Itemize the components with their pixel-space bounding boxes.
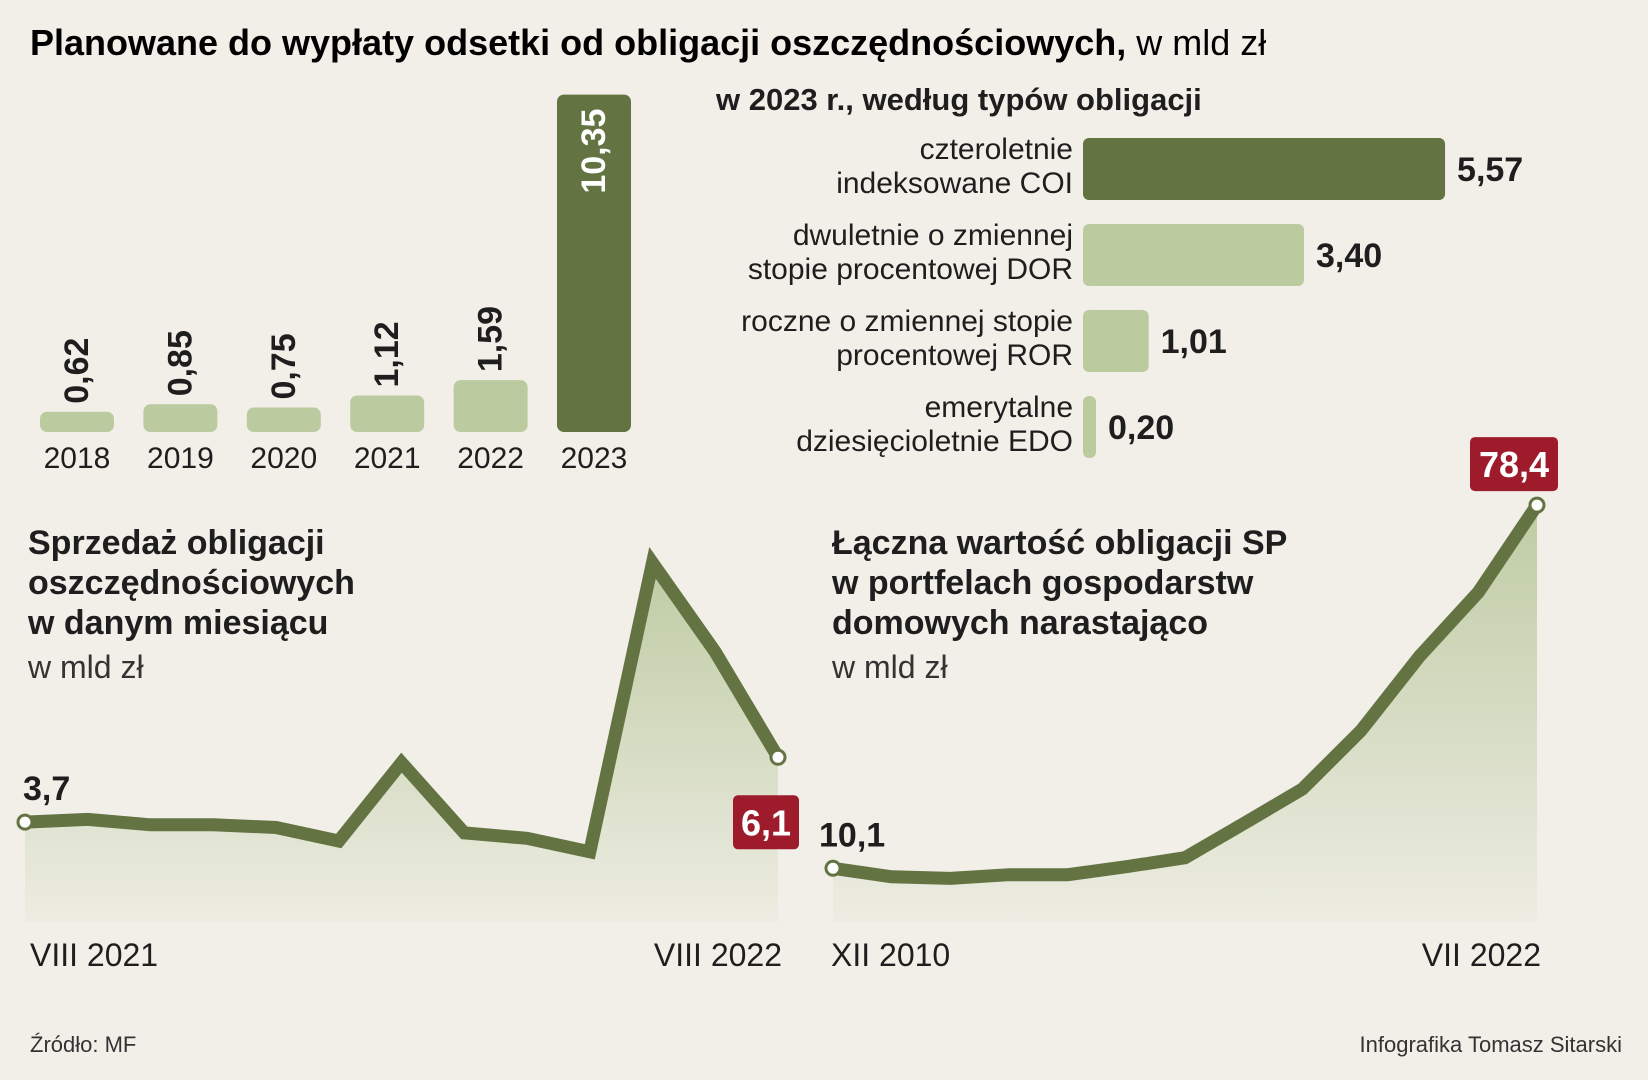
- x-start-label: VIII 2021: [30, 937, 158, 973]
- type-bar-3: [1083, 396, 1096, 458]
- line-endpoint: [1528, 496, 1546, 514]
- bar-2021: [350, 395, 425, 432]
- first-value-label: 10,1: [819, 816, 885, 854]
- value-label: 1,12: [368, 321, 406, 387]
- last-value-label: 78,4: [1479, 444, 1549, 485]
- type-category-label: czteroletnie: [920, 133, 1073, 166]
- type-value-label: 0,20: [1108, 409, 1174, 447]
- area-line: [18, 547, 785, 860]
- bar-2023: [557, 94, 631, 432]
- area-line: [826, 498, 1544, 885]
- type-category-label: dziesięcioletnie EDO: [796, 425, 1073, 458]
- x-end-label: VIII 2022: [654, 937, 782, 973]
- type-category-label: dwuletnie o zmiennej: [793, 219, 1073, 252]
- value-label-inside: 10,35: [575, 109, 613, 194]
- x-end-label: VII 2022: [1422, 937, 1541, 973]
- year-label: 2020: [250, 442, 317, 475]
- area-title-line: domowych narastająco: [832, 604, 1208, 642]
- area-fill: [833, 505, 1537, 922]
- bar-2018: [40, 411, 114, 432]
- area-title-line: w danym miesiącu: [27, 604, 328, 642]
- value-label: 0,62: [58, 338, 96, 404]
- main-title: Planowane do wypłaty odsetki od obligacj…: [30, 22, 1266, 63]
- bar-2020: [246, 407, 321, 432]
- year-label: 2023: [561, 442, 628, 475]
- line-endpoint: [769, 748, 787, 766]
- last-value-label: 6,1: [741, 802, 791, 843]
- year-label: 2018: [44, 442, 111, 475]
- source-note: Źródło: MF: [30, 1032, 136, 1057]
- type-value-label: 3,40: [1316, 237, 1382, 275]
- type-value-label: 5,57: [1457, 151, 1523, 189]
- type-bar-1: [1083, 224, 1304, 286]
- year-label: 2022: [457, 442, 524, 475]
- area-title-line: w portfelach gospodarstw: [831, 564, 1254, 602]
- type-category-label: indeksowane COI: [836, 167, 1073, 200]
- year-label: 2019: [147, 442, 214, 475]
- credit-note: Infografika Tomasz Sitarski: [1360, 1032, 1622, 1057]
- x-start-label: XII 2010: [831, 937, 950, 973]
- value-label: 0,75: [265, 333, 303, 399]
- bar-2022: [453, 380, 528, 432]
- bar-2019: [143, 404, 218, 432]
- last-value-badge: [733, 795, 799, 850]
- area-fill: [25, 562, 778, 922]
- area-unit: w mld zł: [27, 649, 144, 685]
- value-label: 0,85: [161, 330, 199, 396]
- first-value-label: 3,7: [23, 770, 70, 808]
- line-endpoint: [824, 859, 842, 877]
- area-unit: w mld zł: [831, 649, 948, 685]
- area-title-line: Łączna wartość obligacji SP: [832, 524, 1287, 562]
- main-title-bold: Planowane do wypłaty odsetki od obligacj…: [30, 22, 1126, 63]
- type-category-label: emerytalne: [925, 391, 1073, 424]
- area-title-line: oszczędnościowych: [28, 564, 355, 602]
- bars-by-type-chart: w 2023 r., według typów obligacji 5,57 czt…: [715, 82, 1523, 458]
- bars-by-year-chart: 2018 0,62 2019 0,85 2020 0,75 2021 1,12 2022 1,59…: [40, 94, 631, 475]
- type-category-label: stopie procentowej DOR: [748, 253, 1073, 286]
- value-label: 1,59: [472, 306, 510, 372]
- area-title-line: Sprzedaż obligacji: [28, 524, 325, 562]
- type-category-label: roczne o zmiennej stopie: [741, 305, 1073, 338]
- type-value-label: 1,01: [1161, 323, 1227, 361]
- type-bar-2: [1083, 310, 1149, 372]
- main-title-unit: w mld zł: [1126, 22, 1266, 63]
- household-holdings-chart: Łączna wartość obligacji SPw portfelach …: [819, 437, 1558, 973]
- type-bar-0: [1083, 138, 1446, 200]
- last-value-badge: [1470, 437, 1558, 492]
- type-category-label: procentowej ROR: [836, 339, 1073, 372]
- line-endpoint: [16, 813, 34, 831]
- type-chart-title: w 2023 r., według typów obligacji: [715, 82, 1202, 117]
- year-label: 2021: [354, 442, 421, 475]
